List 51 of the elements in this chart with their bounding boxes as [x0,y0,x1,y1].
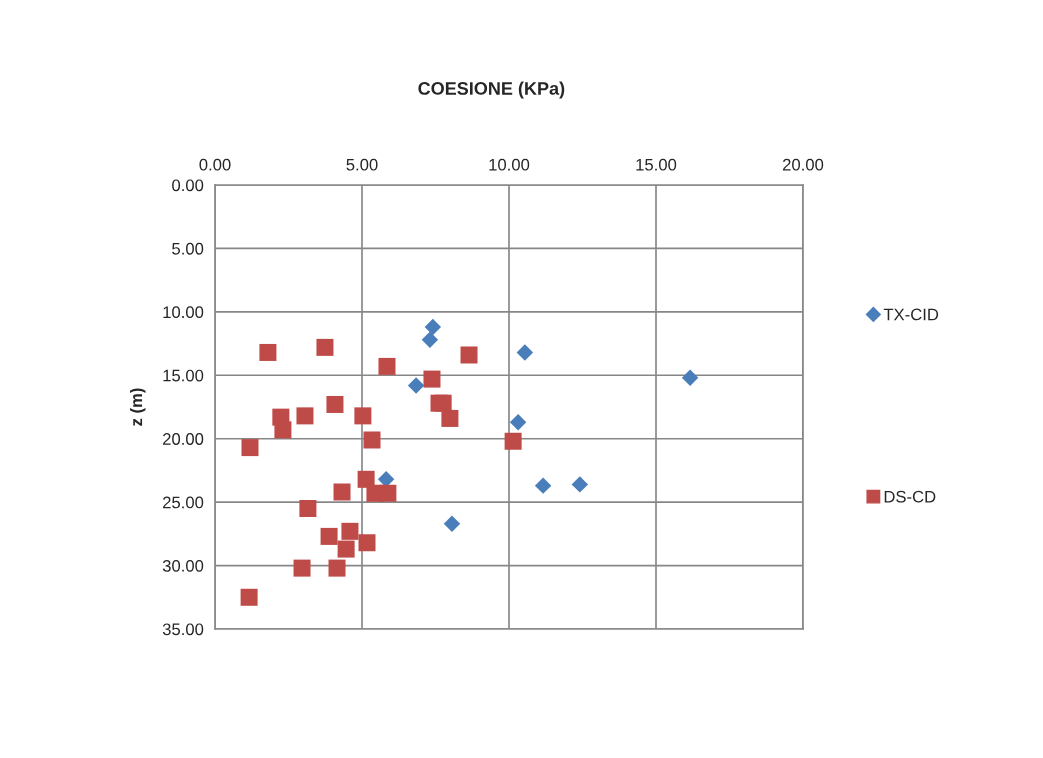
x-tick-label: 10.00 [489,158,530,171]
x-tick-label: 0.00 [199,158,231,171]
point [378,357,396,375]
point [363,431,381,449]
y-tick-label: 15.00 [163,369,204,382]
point [423,370,441,388]
point [328,559,346,577]
point [424,318,442,336]
point [299,499,317,517]
point [296,407,314,425]
y-tick-label: 35.00 [162,623,204,636]
point [460,346,478,364]
point [681,369,699,387]
point [443,515,461,532]
point [333,483,351,501]
point [320,527,338,545]
point [571,476,589,493]
y-tick-label: 20.00 [163,433,204,445]
legend-label: TX-CID [883,308,939,321]
y-tick-label: 10.00 [163,306,204,319]
chart-title: COESIONE (KPa) [418,81,565,99]
y-tick-label: 0.00 [172,179,204,192]
x-tick-label: 15.00 [636,158,677,171]
legend-label: DS-CD [884,490,936,503]
point [357,470,375,488]
point [241,439,259,457]
point [354,407,372,425]
point [407,377,425,394]
point [516,344,534,361]
y-tick-label: 30.00 [162,559,204,572]
point [434,394,452,412]
point [534,477,552,494]
y-axis-title: z (m) [129,388,146,426]
point [259,343,277,361]
point [341,522,359,540]
x-tick-label: 5.00 [346,158,378,171]
point [379,484,397,502]
y-tick-label: 25.00 [163,496,204,509]
point [337,540,355,558]
point [509,414,527,431]
point [274,421,292,439]
y-tick-label: 5.00 [172,242,204,255]
point [240,588,258,606]
point [293,559,311,577]
point [326,395,344,413]
x-tick-label: 20.00 [782,158,824,171]
point [421,331,439,348]
point [316,338,334,356]
point [441,409,459,427]
point [504,432,522,450]
point [358,534,376,552]
